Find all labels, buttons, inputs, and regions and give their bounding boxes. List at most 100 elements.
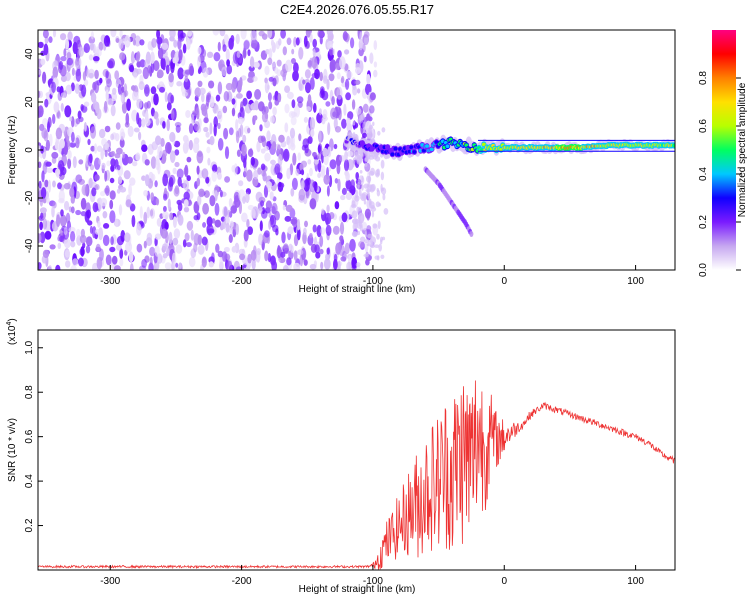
- noise-blob: [63, 238, 71, 249]
- noise-blob: [284, 103, 290, 114]
- noise-blob: [334, 126, 342, 133]
- noise-blob: [174, 185, 180, 195]
- noise-blob: [144, 110, 149, 123]
- noise-blob: [320, 261, 324, 270]
- noise-blob: [363, 199, 367, 205]
- noise-blob: [184, 75, 189, 83]
- noise-blob: [246, 90, 253, 100]
- noise-blob: [359, 31, 363, 44]
- noise-blob: [119, 138, 125, 148]
- snr-frame: [37, 329, 676, 571]
- noise-blob: [222, 206, 229, 218]
- noise-blob: [345, 78, 350, 90]
- noise-blob: [254, 89, 262, 100]
- noise-blob: [326, 185, 330, 197]
- noise-blob: [198, 188, 205, 198]
- y-tick-label: 20: [24, 96, 35, 108]
- noise-blob: [292, 152, 297, 166]
- noise-blob: [346, 122, 353, 133]
- noise-blob: [75, 209, 81, 216]
- noise-blob: [235, 223, 239, 235]
- noise-blob: [131, 85, 136, 91]
- noise-blob: [300, 169, 305, 176]
- noise-blob: [335, 106, 341, 116]
- noise-blob: [236, 50, 241, 59]
- noise-blob: [282, 204, 286, 211]
- noise-blob: [175, 124, 181, 133]
- noise-blob: [246, 169, 253, 182]
- noise-blob: [326, 204, 330, 213]
- noise-blob: [358, 218, 362, 227]
- noise-blob: [88, 54, 94, 61]
- noise-blob: [196, 177, 201, 187]
- noise-blob: [302, 79, 306, 85]
- noise-blob: [94, 174, 100, 181]
- noise-blob: [276, 59, 282, 67]
- noise-blob: [299, 163, 304, 171]
- noise-blob: [88, 177, 93, 189]
- noise-blob: [110, 150, 116, 157]
- noise-blob: [144, 159, 150, 166]
- noise-blob: [304, 69, 311, 79]
- spectrogram-x-label: Height of straight line (km): [299, 284, 416, 295]
- noise-blob: [92, 81, 97, 91]
- noise-blob: [307, 94, 312, 104]
- noise-blob: [382, 193, 386, 201]
- noise-blob: [270, 255, 276, 266]
- noise-blob: [309, 117, 316, 131]
- noise-blob: [54, 140, 59, 150]
- noise-blob: [178, 49, 183, 61]
- noise-blob: [94, 228, 100, 235]
- noise-blob: [260, 200, 265, 207]
- noise-blob: [146, 100, 151, 109]
- noise-blob: [361, 184, 364, 191]
- noise-blob: [188, 256, 196, 268]
- noise-blob: [95, 243, 101, 252]
- signal-core: [672, 143, 675, 148]
- noise-blob: [207, 94, 211, 101]
- noise-blob: [162, 58, 166, 71]
- colorbar-label: Normalized spectral amplitude: [737, 82, 748, 217]
- noise-blob: [201, 256, 207, 268]
- noise-blob: [65, 71, 71, 82]
- noise-blob: [309, 263, 317, 270]
- noise-blob: [325, 224, 332, 236]
- noise-blob: [38, 105, 44, 118]
- noise-blob: [358, 188, 362, 196]
- noise-blob: [63, 48, 67, 57]
- noise-blob: [110, 30, 117, 38]
- noise-blob: [264, 80, 270, 94]
- noise-blob: [186, 156, 192, 163]
- noise-blob: [226, 59, 231, 67]
- noise-blob: [364, 162, 368, 167]
- noise-blob: [319, 235, 324, 248]
- noise-blob: [381, 187, 385, 192]
- noise-blob: [136, 243, 143, 253]
- noise-blob: [326, 30, 333, 36]
- noise-blob: [75, 58, 80, 66]
- noise-blob: [177, 214, 184, 226]
- noise-blob: [345, 180, 352, 192]
- noise-blob: [201, 168, 209, 179]
- noise-blob: [332, 225, 340, 235]
- noise-blob: [160, 137, 165, 147]
- noise-blob: [183, 179, 189, 191]
- noise-blob: [366, 113, 371, 123]
- noise-blob: [49, 244, 56, 250]
- noise-blob: [203, 190, 210, 198]
- noise-blob: [128, 183, 133, 197]
- noise-blob: [38, 161, 42, 169]
- noise-blob: [268, 76, 274, 82]
- noise-blob: [252, 176, 259, 187]
- noise-blob: [312, 224, 317, 233]
- noise-blob: [364, 36, 369, 46]
- noise-blob: [151, 38, 157, 48]
- noise-blob: [346, 150, 354, 157]
- noise-blob: [363, 183, 369, 189]
- noise-blob: [38, 262, 42, 270]
- noise-blob: [363, 31, 370, 38]
- noise-blob: [203, 126, 209, 133]
- noise-blob: [183, 199, 189, 208]
- noise-blob: [344, 242, 350, 255]
- noise-blob: [51, 81, 56, 94]
